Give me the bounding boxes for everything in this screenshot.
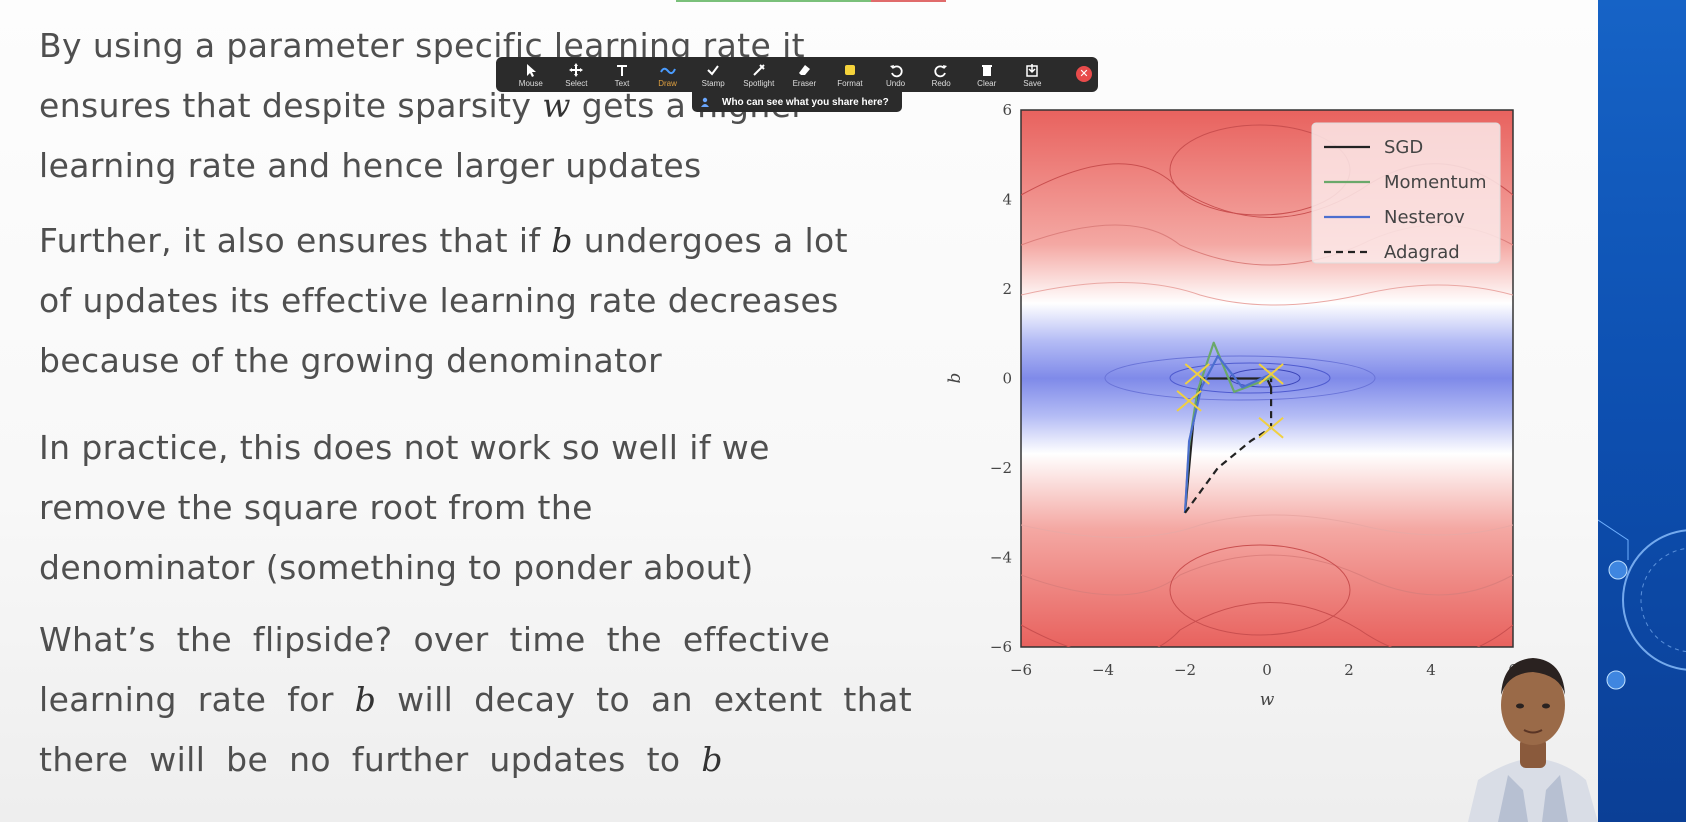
- y-tick-label: 0: [1002, 370, 1012, 388]
- paragraph-3: In practice, this does not work so well …: [39, 418, 909, 598]
- legend-label: Nesterov: [1384, 207, 1465, 228]
- toolbar-mouse-button[interactable]: Mouse: [508, 62, 554, 88]
- text-icon: [614, 62, 630, 78]
- annotation-x-mark: [1258, 416, 1284, 439]
- annotation-x-mark: [1176, 390, 1202, 412]
- paragraph-line: denominator (something to ponder about): [39, 548, 754, 587]
- toolbar-button-label: Format: [837, 78, 863, 88]
- math-variable: w: [542, 86, 571, 125]
- paragraph-line: learning rate and hence larger updates: [39, 146, 702, 185]
- y-tick-label: 6: [1002, 101, 1012, 119]
- optimizer-contour-chart: −6−4−202466420−2−4−6 SGDMomentumNesterov…: [945, 101, 1518, 710]
- person-icon: [701, 97, 709, 107]
- y-axis-label: b: [945, 373, 965, 384]
- toolbar-spotlight-button[interactable]: Spotlight: [736, 62, 782, 88]
- presenter-video: [1468, 658, 1598, 822]
- math-variable: b: [701, 740, 723, 779]
- toolbar-stamp-button[interactable]: Stamp: [690, 62, 736, 88]
- legend: SGD Momentum Nesterov Adagrad: [1311, 122, 1501, 264]
- share-indicator-strip: [676, 0, 946, 2]
- toolbar-button-label: Redo: [931, 78, 951, 88]
- save-icon: [1024, 62, 1040, 78]
- zoom-annotation-toolbar: Mouse Select Text Draw Stamp Spotlight Eraser F…: [496, 57, 1098, 92]
- close-toolbar-button[interactable]: ✕: [1076, 66, 1092, 82]
- spotlight-icon: [751, 62, 767, 78]
- toolbar-save-button[interactable]: Save: [1010, 62, 1056, 88]
- undo-icon: [888, 62, 904, 78]
- toolbar-text-button[interactable]: Text: [599, 62, 645, 88]
- toolbar-redo-button[interactable]: Redo: [918, 62, 964, 88]
- toolbar-button-label: Stamp: [701, 78, 725, 88]
- toolbar-button-label: Draw: [658, 78, 677, 88]
- toolbar-select-button[interactable]: Select: [554, 62, 600, 88]
- x-tick-label: 4: [1426, 661, 1436, 679]
- math-variable: b: [551, 221, 573, 260]
- trash-icon: [979, 62, 995, 78]
- series-nesterov: [1183, 355, 1272, 513]
- toolbar-eraser-button[interactable]: Eraser: [782, 62, 828, 88]
- toolbar-button-label: Undo: [885, 78, 906, 88]
- toolbar-clear-button[interactable]: Clear: [964, 62, 1010, 88]
- paragraph-line: there will be no further updates to b: [39, 740, 723, 779]
- share-visibility-hint[interactable]: Who can see what you share here?: [692, 92, 902, 112]
- toolbar-button-label: Clear: [977, 78, 997, 88]
- toolbar-format-button[interactable]: Format: [827, 62, 873, 88]
- paragraph-line: learning rate for b will decay to an ext…: [39, 680, 913, 719]
- circuit-decoration: [1598, 519, 1686, 690]
- annotation-x-mark: [1184, 363, 1210, 385]
- toolbar-button-label: Eraser: [792, 78, 817, 88]
- paragraph-2: Further, it also ensures that if b under…: [39, 211, 909, 391]
- toolbar-button-label: Save: [1023, 78, 1042, 88]
- annotation-marks: [1176, 363, 1284, 439]
- legend-label: Momentum: [1384, 172, 1487, 193]
- y-tick-label: −2: [990, 459, 1012, 477]
- y-tick-label: −6: [990, 638, 1012, 656]
- paragraph-line: What’s the flipside? over time the effec…: [39, 620, 831, 659]
- x-tick-label: −4: [1092, 661, 1114, 679]
- paragraph-line: remove the square root from the: [39, 488, 593, 527]
- x-tick-label: −2: [1174, 661, 1196, 679]
- stamp-icon: [705, 62, 721, 78]
- legend-box: [1311, 122, 1501, 264]
- x-tick-label: −6: [1010, 661, 1032, 679]
- x-tick-label: 0: [1262, 661, 1272, 679]
- x-axis-label: w: [1260, 690, 1275, 710]
- eraser-icon: [796, 62, 812, 78]
- legend-label: SGD: [1384, 137, 1423, 158]
- math-variable: b: [354, 680, 377, 719]
- move-icon: [568, 62, 584, 78]
- paragraph-line: of updates its effective learning rate d…: [39, 281, 839, 320]
- x-tick-label: 2: [1344, 661, 1354, 679]
- y-tick-label: −4: [990, 549, 1012, 567]
- toolbar-draw-button[interactable]: Draw: [645, 62, 691, 88]
- toolbar-button-label: Spotlight: [743, 78, 775, 88]
- series-adagrad: [1184, 378, 1273, 514]
- paragraph-line: In practice, this does not work so well …: [39, 428, 770, 467]
- slide: By using a parameter specific learning r…: [0, 0, 1598, 822]
- share-hint-text: Who can see what you share here?: [722, 96, 889, 108]
- mouse-pointer-icon: [523, 62, 539, 78]
- y-tick-label: 4: [1002, 191, 1012, 209]
- paragraph-line: because of the growing denominator: [39, 341, 663, 380]
- toolbar-button-label: Select: [565, 78, 588, 88]
- toolbar-undo-button[interactable]: Undo: [873, 62, 919, 88]
- legend-label: Adagrad: [1384, 242, 1460, 263]
- y-tick-label: 2: [1002, 280, 1012, 298]
- format-icon: [842, 62, 858, 78]
- toolbar-button-label: Mouse: [518, 78, 543, 88]
- draw-icon: [659, 62, 676, 78]
- paragraph-line: Further, it also ensures that if b under…: [39, 221, 848, 260]
- decorative-side-panel: [1598, 0, 1686, 822]
- redo-icon: [933, 62, 949, 78]
- annotation-x-mark: [1258, 363, 1284, 385]
- toolbar-button-label: Text: [614, 78, 630, 88]
- paragraph-4: What’s the flipside? over time the effec…: [39, 610, 913, 790]
